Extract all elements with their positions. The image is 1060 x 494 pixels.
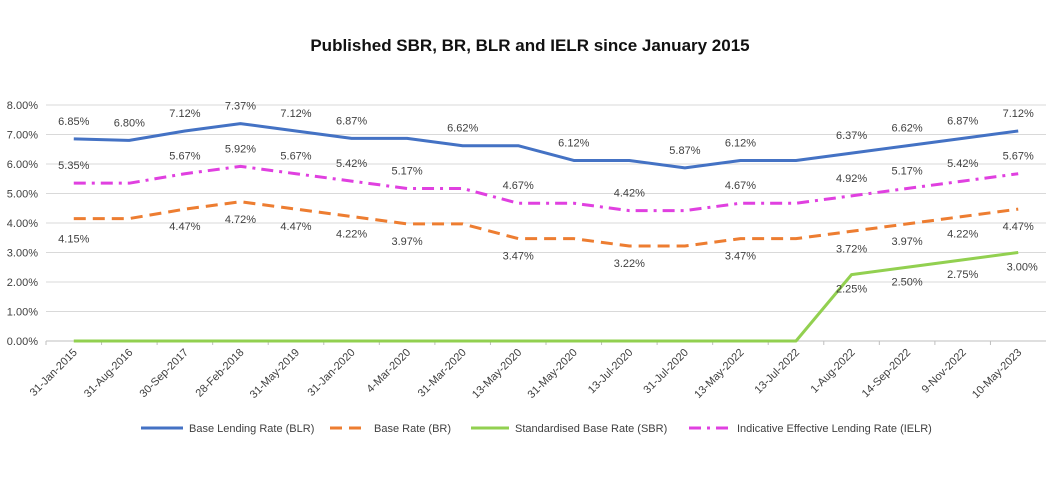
data-labels: 6.85% 6.80% 7.12% 7.37% 7.12% 6.87% 6.62% 6.12%… (58, 101, 1038, 296)
series-line-indicative-effective-lending-rate-ielr (73, 164, 1019, 213)
x-tick-label: 9-Nov-2022 (920, 347, 969, 396)
x-tick-label: 13-May-2022 (692, 347, 746, 401)
y-axis: 0.00% 1.00% 2.00% 3.00% 4.00% 5.00% 6.00% 7.00%… (7, 100, 38, 348)
data-label-base-rate-br: 3.72% (836, 243, 867, 255)
series-line-standardised-base-rate-sbr (73, 251, 1019, 343)
legend-item-indicative-effective-lending-rate-ielr: Indicative Effective Lending Rate (IELR) (689, 423, 932, 435)
data-label-indicative-effective-lending-rate-ielr: 5.67% (280, 151, 311, 163)
x-tick-label: 31-Aug-2016 (82, 347, 135, 400)
data-label-base-rate-br: 4.22% (336, 229, 367, 241)
legend-item-standardised-base-rate-sbr: Standardised Base Rate (SBR) (471, 423, 667, 435)
data-label-base-rate-br: 4.47% (169, 221, 200, 233)
series-line-base-rate-br (73, 200, 1019, 248)
data-label-base-lending-rate-blr: 7.12% (169, 108, 200, 120)
legend-label: Standardised Base Rate (SBR) (515, 423, 667, 435)
data-label-indicative-effective-lending-rate-ielr: 5.92% (225, 143, 256, 155)
x-tick-label: 13-May-2020 (470, 347, 524, 401)
data-label-indicative-effective-lending-rate-ielr: 5.17% (392, 165, 423, 177)
data-label-indicative-effective-lending-rate-ielr: 5.42% (947, 158, 978, 170)
x-tick-label: 10-May-2023 (970, 347, 1024, 401)
x-tick-label: 31-Jul-2020 (641, 347, 691, 397)
data-label-indicative-effective-lending-rate-ielr: 5.42% (336, 158, 367, 170)
x-tick-label: 28-Feb-2018 (194, 347, 247, 400)
data-label-indicative-effective-lending-rate-ielr: 4.92% (836, 173, 867, 185)
x-tick-label: 13-Jul-2020 (586, 347, 636, 397)
x-tick-label: 1-Aug-2022 (809, 347, 858, 396)
data-label-standardised-base-rate-sbr: 2.75% (947, 269, 978, 281)
data-label-base-rate-br: 4.22% (947, 229, 978, 241)
data-label-base-lending-rate-blr: 6.80% (114, 117, 145, 129)
data-label-base-lending-rate-blr: 7.12% (1003, 108, 1034, 120)
x-tick-label: 31-Jan-2020 (306, 347, 358, 399)
data-label-base-lending-rate-blr: 6.87% (336, 115, 367, 127)
x-tick-label: 31-May-2020 (526, 347, 580, 401)
y-tick-label: 6.00% (7, 159, 38, 171)
x-tick-label: 14-Sep-2022 (860, 347, 913, 400)
y-tick-label: 0.00% (7, 336, 38, 348)
y-tick-label: 4.00% (7, 218, 38, 230)
y-tick-label: 5.00% (7, 189, 38, 201)
legend-label: Base Rate (BR) (374, 423, 451, 435)
data-label-base-lending-rate-blr: 5.87% (669, 145, 700, 157)
data-label-base-lending-rate-blr: 6.87% (947, 115, 978, 127)
data-label-base-rate-br: 3.47% (503, 251, 534, 263)
x-tick-label: 31-Jan-2015 (28, 347, 80, 399)
data-label-base-rate-br: 4.72% (225, 214, 256, 226)
y-tick-label: 3.00% (7, 248, 38, 260)
legend-item-base-rate-br: Base Rate (BR) (330, 423, 451, 435)
data-label-base-lending-rate-blr: 6.62% (447, 123, 478, 135)
data-label-base-rate-br: 3.97% (892, 236, 923, 248)
y-tick-label: 7.00% (7, 130, 38, 142)
x-tick-label: 31-Mar-2020 (416, 347, 469, 400)
x-tick-label: 30-Sep-2017 (138, 347, 191, 400)
data-label-indicative-effective-lending-rate-ielr: 5.17% (892, 165, 923, 177)
data-label-indicative-effective-lending-rate-ielr: 5.67% (169, 151, 200, 163)
legend: Base Lending Rate (BLR) Base Rate (BR) Sta… (141, 423, 932, 435)
data-label-indicative-effective-lending-rate-ielr: 5.35% (58, 160, 89, 172)
data-label-base-lending-rate-blr: 7.37% (225, 101, 256, 113)
legend-label: Base Lending Rate (BLR) (189, 423, 314, 435)
data-label-base-lending-rate-blr: 6.12% (558, 137, 589, 149)
x-axis: 31-Jan-2015 31-Aug-2016 30-Sep-2017 28-Feb-… (28, 341, 1024, 401)
y-tick-label: 2.00% (7, 277, 38, 289)
data-label-base-lending-rate-blr: 6.85% (58, 116, 89, 128)
data-label-standardised-base-rate-sbr: 2.50% (892, 276, 923, 288)
data-label-base-lending-rate-blr: 6.37% (836, 130, 867, 142)
legend-item-base-lending-rate-blr: Base Lending Rate (BLR) (141, 423, 314, 435)
data-label-base-rate-br: 4.47% (1003, 221, 1034, 233)
data-label-indicative-effective-lending-rate-ielr: 4.42% (614, 188, 645, 200)
data-label-base-lending-rate-blr: 6.62% (892, 123, 923, 135)
x-tick-label: 31-May-2019 (248, 347, 302, 401)
x-tick-label: 13-Jul-2022 (753, 347, 803, 397)
chart-title: Published SBR, BR, BLR and IELR since Ja… (310, 36, 750, 55)
data-label-base-lending-rate-blr: 7.12% (280, 108, 311, 120)
series-lines (73, 122, 1019, 343)
data-label-base-lending-rate-blr: 6.12% (725, 137, 756, 149)
y-tick-label: 1.00% (7, 307, 38, 319)
series-line-base-lending-rate-blr (73, 122, 1019, 170)
data-label-indicative-effective-lending-rate-ielr: 5.67% (1003, 151, 1034, 163)
data-label-indicative-effective-lending-rate-ielr: 4.67% (503, 180, 534, 192)
data-label-standardised-base-rate-sbr: 2.25% (836, 284, 867, 296)
data-label-base-rate-br: 4.15% (58, 234, 89, 246)
legend-label: Indicative Effective Lending Rate (IELR) (737, 423, 932, 435)
data-label-base-rate-br: 3.22% (614, 258, 645, 270)
data-label-indicative-effective-lending-rate-ielr: 4.67% (725, 180, 756, 192)
data-label-base-rate-br: 3.47% (725, 251, 756, 263)
x-tick-label: 4-Mar-2020 (365, 347, 414, 396)
data-label-base-rate-br: 3.97% (392, 236, 423, 248)
data-label-base-rate-br: 4.47% (280, 221, 311, 233)
data-label-standardised-base-rate-sbr: 3.00% (1007, 262, 1038, 274)
y-tick-label: 8.00% (7, 100, 38, 112)
